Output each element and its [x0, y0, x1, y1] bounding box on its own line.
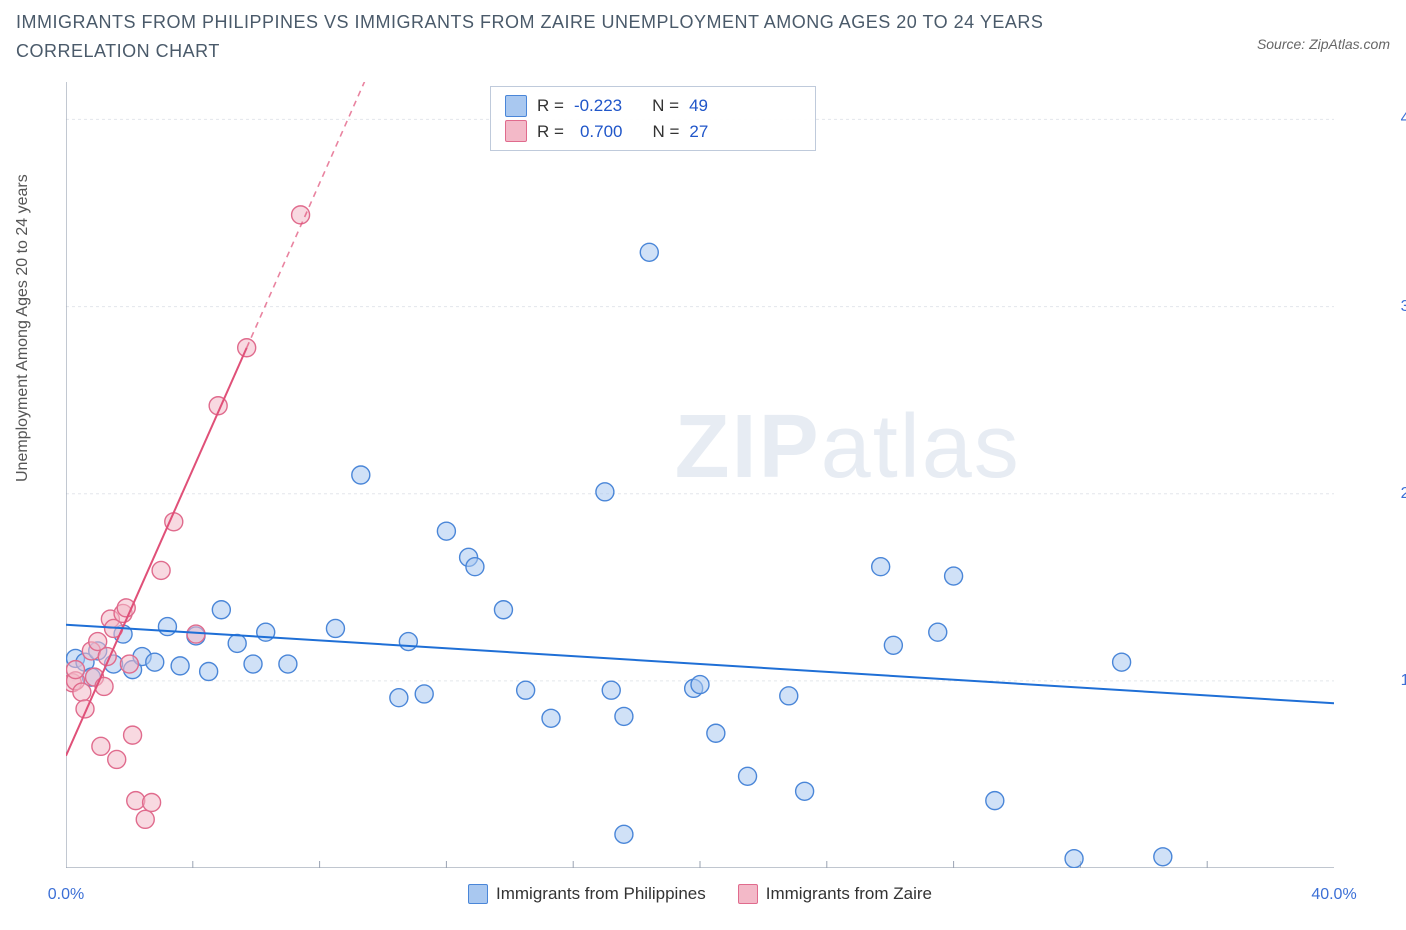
header-row: IMMIGRANTS FROM PHILIPPINES VS IMMIGRANT… [16, 8, 1390, 66]
legend-item-philippines: Immigrants from Philippines [468, 884, 706, 904]
corr-row-philippines: R = -0.223 N = 49 [505, 93, 801, 119]
r-value: 0.700 [580, 119, 623, 145]
y-tick-label: 30.0% [1401, 298, 1406, 316]
y-axis-label: Unemployment Among Ages 20 to 24 years [14, 174, 32, 482]
swatch-icon [468, 884, 488, 904]
r-value: -0.223 [574, 93, 622, 119]
swatch-icon [505, 120, 527, 142]
n-label: N = [652, 93, 679, 119]
swatch-icon [505, 95, 527, 117]
y-tick-label: 40.0% [1401, 110, 1406, 128]
y-axis-ticks: 10.0% 20.0% 30.0% 40.0% [1390, 82, 1406, 868]
y-tick-label: 20.0% [1401, 485, 1406, 503]
r-label: R = [537, 93, 564, 119]
series-legend: Immigrants from Philippines Immigrants f… [66, 884, 1334, 904]
legend-label: Immigrants from Philippines [496, 884, 706, 904]
y-tick-label: 10.0% [1401, 672, 1406, 690]
n-value: 49 [689, 93, 708, 119]
source-label: Source: ZipAtlas.com [1257, 36, 1390, 52]
r-label: R = [537, 119, 564, 145]
corr-row-zaire: R = 0.700 N = 27 [505, 119, 801, 145]
n-label: N = [652, 119, 679, 145]
chart-container: Unemployment Among Ages 20 to 24 years 1… [40, 82, 1390, 882]
legend-label: Immigrants from Zaire [766, 884, 932, 904]
scatter-plot [66, 82, 1334, 868]
legend-item-zaire: Immigrants from Zaire [738, 884, 932, 904]
n-value: 27 [689, 119, 708, 145]
correlation-box: R = -0.223 N = 49 R = 0.700 N = 27 [490, 86, 816, 151]
chart-title: IMMIGRANTS FROM PHILIPPINES VS IMMIGRANT… [16, 8, 1116, 66]
swatch-icon [738, 884, 758, 904]
